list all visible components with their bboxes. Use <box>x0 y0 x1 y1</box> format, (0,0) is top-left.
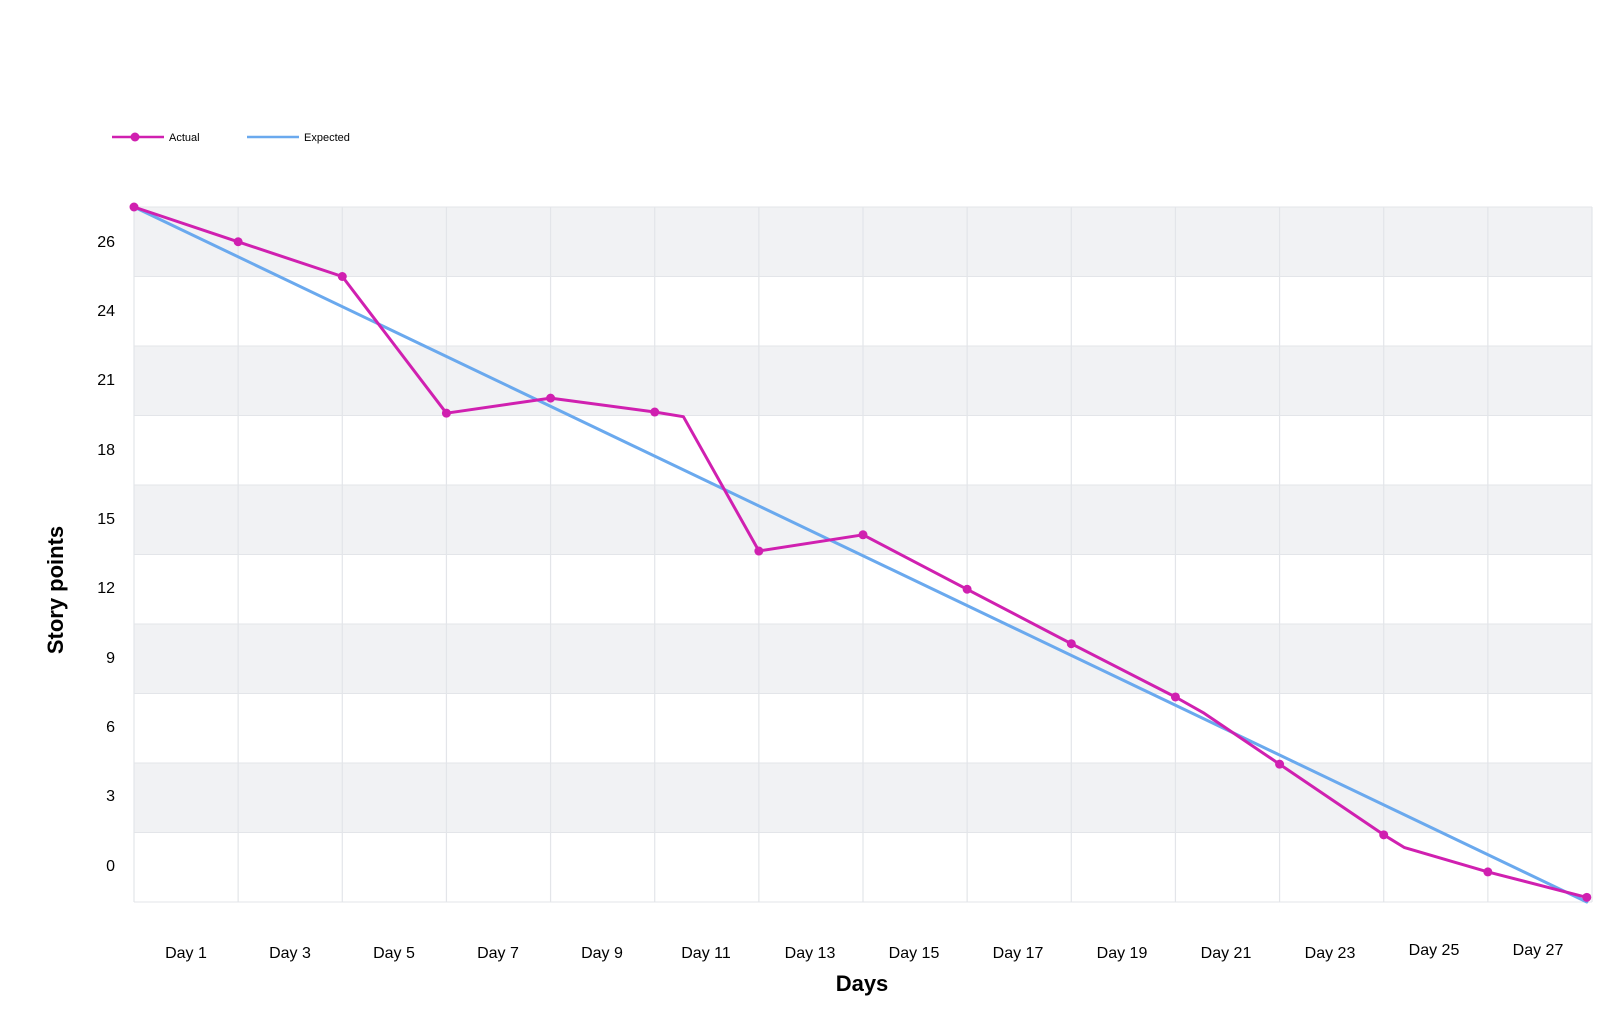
y-tick-label: 15 <box>97 511 115 528</box>
data-point-actual <box>233 237 243 247</box>
x-tick-label: Day 19 <box>1097 945 1148 962</box>
data-point-actual <box>1483 867 1493 877</box>
data-point-actual <box>337 272 347 281</box>
legend-item-expected[interactable]: Expected <box>247 132 350 144</box>
y-tick-label: 12 <box>97 580 115 597</box>
x-tick-label: Day 9 <box>581 945 623 962</box>
y-axis-tick-labels: 26 24 21 18 15 12 9 6 3 0 <box>97 234 115 875</box>
data-point-actual <box>546 393 556 403</box>
legend-item-actual[interactable]: Actual <box>112 132 200 144</box>
y-tick-label: 3 <box>106 788 115 805</box>
y-tick-label: 6 <box>106 719 115 736</box>
data-point-actual <box>650 407 660 417</box>
y-tick-label: 26 <box>97 234 115 251</box>
data-point-actual <box>1170 692 1180 702</box>
data-point-actual <box>129 202 139 212</box>
y-axis-title: Story points <box>43 526 68 654</box>
data-point-actual <box>858 530 868 540</box>
x-tick-label: Day 5 <box>373 945 415 962</box>
y-tick-label: 18 <box>97 442 115 459</box>
x-tick-label: Day 11 <box>681 945 731 962</box>
data-point-actual <box>1275 759 1285 769</box>
legend-label-actual: Actual <box>169 132 200 144</box>
x-tick-label: Day 7 <box>477 945 519 962</box>
legend: Actual Expected <box>112 132 350 144</box>
data-point-actual <box>441 408 451 418</box>
legend-label-expected: Expected <box>304 132 350 144</box>
plot-series <box>129 202 1592 904</box>
x-axis-tick-labels: Day 1 Day 3 Day 5 Day 7 Day 9 Day 11 Day… <box>165 942 1563 962</box>
x-tick-label: Day 27 <box>1513 942 1564 959</box>
x-tick-label: Day 21 <box>1201 945 1252 962</box>
x-tick-label: Day 25 <box>1409 942 1460 959</box>
data-point-actual <box>1066 639 1076 649</box>
x-tick-label: Day 13 <box>785 945 836 962</box>
x-tick-label: Day 1 <box>165 945 207 962</box>
data-point-actual <box>1582 892 1592 902</box>
x-tick-label: Day 23 <box>1305 945 1356 962</box>
data-point-actual <box>1379 830 1389 840</box>
y-tick-label: 9 <box>106 650 115 667</box>
x-tick-label: Day 15 <box>889 945 940 962</box>
legend-actual-swatch-marker <box>130 132 140 142</box>
y-tick-label: 0 <box>106 858 115 875</box>
x-tick-label: Day 17 <box>993 945 1044 962</box>
data-point-actual <box>962 584 972 594</box>
data-point-actual <box>754 546 764 556</box>
y-tick-label: 24 <box>97 303 115 320</box>
x-tick-label: Day 3 <box>269 945 311 962</box>
x-axis-title: Days <box>836 971 889 996</box>
y-tick-label: 21 <box>97 372 115 389</box>
